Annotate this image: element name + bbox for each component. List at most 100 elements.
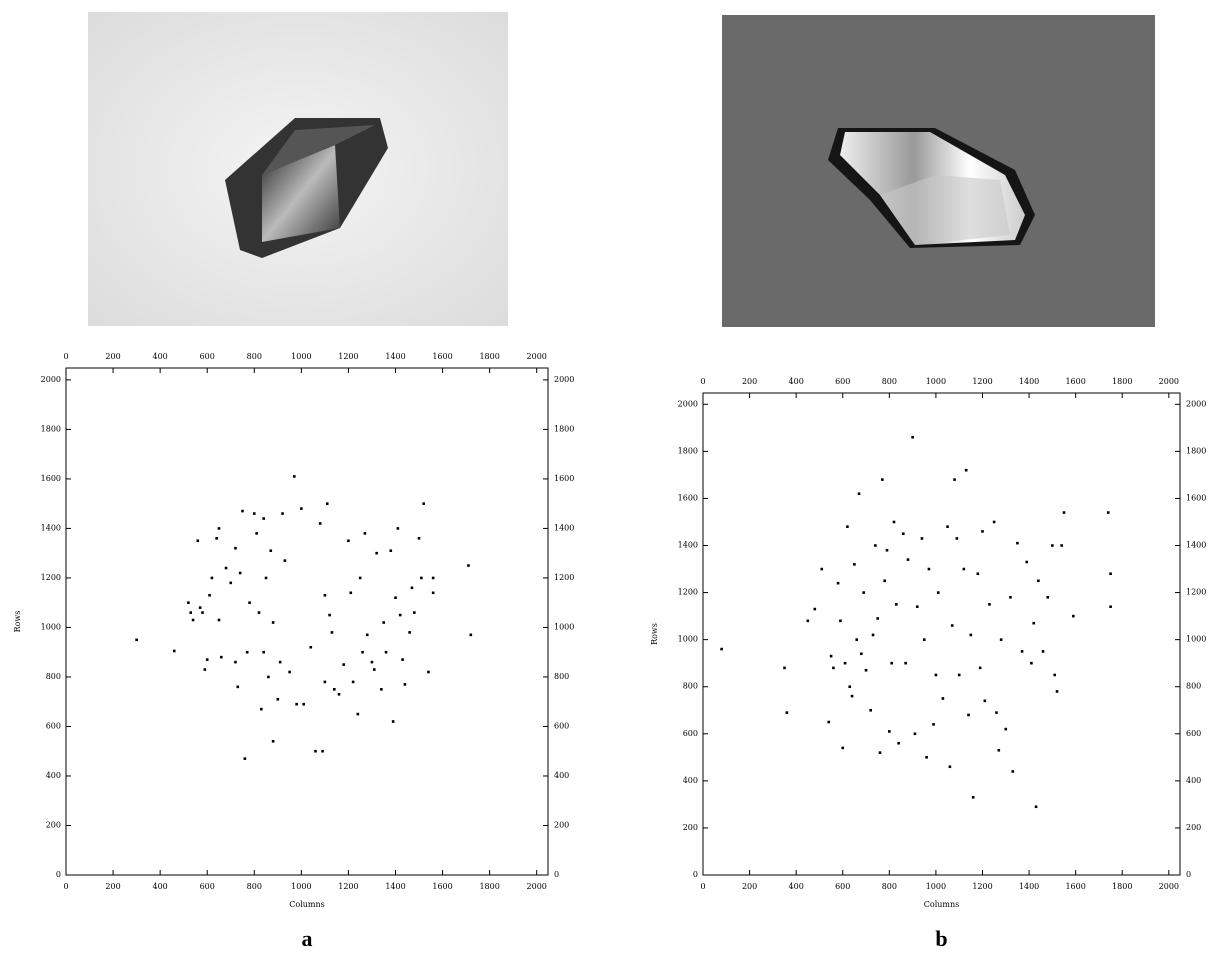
data-point — [1107, 511, 1110, 514]
panel-label: b — [935, 926, 947, 951]
x-tick-label: 1800 — [479, 352, 499, 361]
data-point — [397, 527, 400, 530]
x-tick-label: 800 — [247, 352, 262, 361]
data-point — [267, 676, 270, 679]
figure: 0020020040040060060080080010001000120012… — [0, 0, 1215, 956]
data-point — [839, 620, 842, 623]
x-tick-label: 1600 — [432, 352, 452, 361]
data-point — [1009, 596, 1012, 599]
x-tick-label: 600 — [200, 352, 215, 361]
data-point — [970, 634, 973, 637]
x-tick-label: 1400 — [1019, 882, 1039, 891]
y-tick-label: 1000 — [678, 635, 698, 644]
x-axis-label: Columns — [289, 900, 325, 909]
y-tick-label: 800 — [1186, 682, 1201, 691]
data-point — [295, 703, 298, 706]
data-point — [262, 517, 265, 520]
data-point — [1109, 572, 1112, 575]
data-point — [981, 530, 984, 533]
data-point — [309, 646, 312, 649]
data-point — [319, 522, 322, 525]
data-point — [844, 662, 847, 665]
data-point — [234, 547, 237, 550]
data-point — [413, 611, 416, 614]
data-point — [865, 669, 868, 672]
y-tick-label: 1200 — [41, 573, 61, 582]
data-point — [807, 620, 810, 623]
data-point — [979, 667, 982, 670]
data-point — [1056, 690, 1059, 693]
x-tick-label: 400 — [153, 882, 168, 891]
data-point — [851, 695, 854, 698]
data-point — [262, 651, 265, 654]
data-point — [858, 492, 861, 495]
data-point — [993, 521, 996, 524]
data-point — [218, 527, 221, 530]
x-tick-label: 2000 — [1159, 377, 1179, 386]
data-point — [972, 796, 975, 799]
data-point — [935, 674, 938, 677]
data-point — [949, 765, 952, 768]
data-point — [977, 572, 980, 575]
y-tick-label: 1600 — [554, 474, 574, 483]
y-axis-label: Rows — [650, 623, 659, 645]
x-tick-label: 800 — [882, 882, 897, 891]
data-point — [288, 671, 291, 674]
data-point — [326, 502, 329, 505]
data-point — [820, 568, 823, 571]
data-point — [1011, 770, 1014, 773]
data-point — [272, 621, 275, 624]
y-tick-label: 400 — [46, 771, 61, 780]
x-tick-label: 1600 — [432, 882, 452, 891]
y-tick-label: 0 — [554, 870, 559, 879]
data-point — [349, 591, 352, 594]
y-tick-label: 1600 — [678, 493, 698, 502]
data-point — [399, 614, 402, 617]
data-point — [427, 671, 430, 674]
data-point — [888, 730, 891, 733]
data-point — [720, 648, 723, 651]
x-tick-label: 200 — [742, 882, 757, 891]
data-point — [199, 606, 202, 609]
x-tick-label: 600 — [835, 377, 850, 386]
data-point — [893, 521, 896, 524]
data-point — [269, 549, 272, 552]
data-point — [879, 751, 882, 754]
data-point — [853, 563, 856, 566]
x-tick-label: 0 — [700, 377, 705, 386]
y-tick-label: 1800 — [41, 424, 61, 433]
data-point — [357, 713, 360, 716]
data-point — [904, 662, 907, 665]
data-point — [963, 568, 966, 571]
data-point — [253, 512, 256, 515]
data-point — [324, 681, 327, 684]
data-point — [995, 711, 998, 714]
data-point — [1051, 544, 1054, 547]
y-tick-label: 400 — [1186, 776, 1201, 785]
data-point — [860, 652, 863, 655]
data-point — [229, 582, 232, 585]
data-point — [786, 711, 789, 714]
y-tick-label: 1800 — [1186, 446, 1206, 455]
data-point — [215, 537, 218, 540]
y-tick-label: 2000 — [554, 375, 574, 384]
data-point — [1035, 805, 1038, 808]
data-point — [958, 674, 961, 677]
x-tick-label: 1000 — [291, 882, 311, 891]
data-point — [911, 436, 914, 439]
data-point — [1021, 650, 1024, 653]
data-point — [827, 721, 830, 724]
data-point — [928, 568, 931, 571]
data-point — [189, 611, 192, 614]
data-point — [352, 681, 355, 684]
x-tick-label: 1800 — [479, 882, 499, 891]
x-tick-label: 1400 — [385, 882, 405, 891]
data-point — [420, 577, 423, 580]
data-point — [832, 667, 835, 670]
data-point — [1016, 542, 1019, 545]
data-point — [872, 634, 875, 637]
data-point — [956, 537, 959, 540]
data-point — [208, 594, 211, 597]
data-point — [375, 552, 378, 555]
y-tick-label: 2000 — [41, 375, 61, 384]
